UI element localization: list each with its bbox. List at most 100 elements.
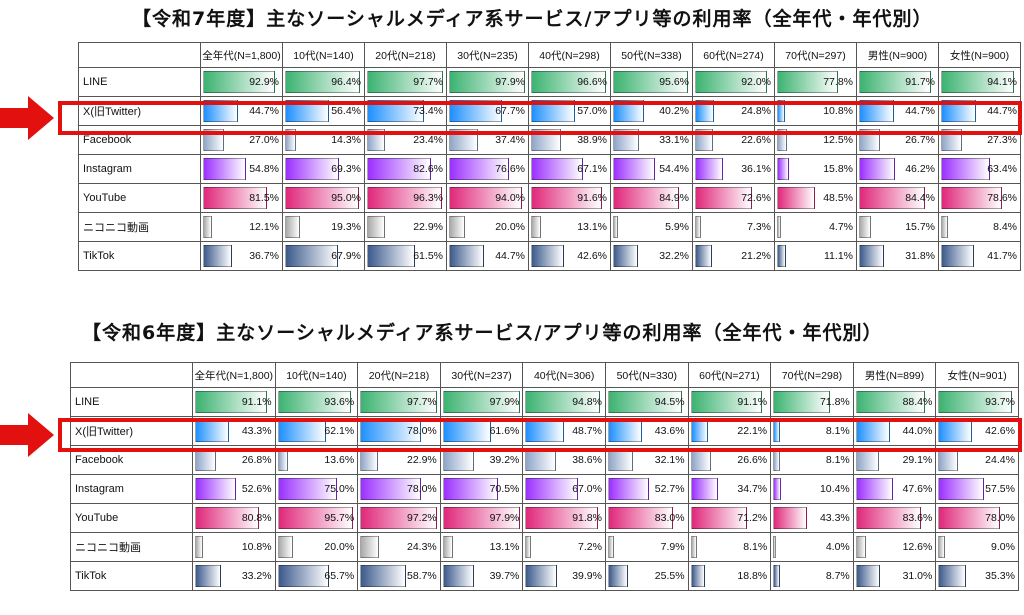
data-label: 54.8% xyxy=(249,163,279,175)
data-label: 39.9% xyxy=(572,570,602,582)
highlight-box xyxy=(58,418,1022,452)
value-cell: 4.7% xyxy=(774,212,857,242)
data-label: 44.7% xyxy=(905,105,935,117)
data-label: 97.9% xyxy=(495,76,525,88)
data-label: 67.0% xyxy=(572,483,602,495)
bar xyxy=(690,565,706,587)
bar xyxy=(613,100,645,122)
data-label: 22.6% xyxy=(741,134,771,146)
bar xyxy=(773,478,782,500)
column-header: 30代(N=237) xyxy=(439,362,524,388)
bar xyxy=(195,449,217,471)
data-label: 67.1% xyxy=(577,163,607,175)
bar xyxy=(613,187,680,209)
bar xyxy=(195,478,237,500)
data-label: 37.4% xyxy=(495,134,525,146)
row-label: TikTok xyxy=(70,561,193,591)
bar xyxy=(859,187,925,209)
value-cell: 91.1% xyxy=(687,387,772,417)
value-cell: 83.6% xyxy=(852,503,937,533)
row-label: YouTube xyxy=(78,183,201,213)
header-row: 全年代(N=1,800) 10代(N=140) 20代(N=218) 30代(N=23… xyxy=(70,362,1019,388)
data-label: 96.3% xyxy=(413,192,443,204)
row-label: Instagram xyxy=(70,474,193,504)
data-label: 14.3% xyxy=(331,134,361,146)
value-cell: 96.3% xyxy=(364,183,447,213)
data-label: 78.0% xyxy=(407,425,437,437)
bar xyxy=(607,536,615,558)
data-label: 91.6% xyxy=(577,192,607,204)
value-cell: 94.1% xyxy=(938,67,1021,97)
value-cell: 95.7% xyxy=(274,503,359,533)
value-cell: 84.9% xyxy=(610,183,693,213)
data-label: 58.7% xyxy=(407,570,437,582)
value-cell: 65.7% xyxy=(274,561,359,591)
bar xyxy=(531,158,584,180)
data-label: 97.7% xyxy=(413,76,443,88)
data-label: 8.1% xyxy=(825,425,850,437)
data-label: 22.9% xyxy=(413,221,443,233)
data-label: 94.8% xyxy=(572,396,602,408)
value-cell: 20.0% xyxy=(274,532,359,562)
data-label: 26.8% xyxy=(241,454,272,466)
value-cell: 38.9% xyxy=(528,125,611,155)
bar xyxy=(277,449,289,471)
data-label: 71.8% xyxy=(819,396,850,408)
row-label: YouTube xyxy=(70,503,193,533)
value-cell: 7.2% xyxy=(522,532,606,562)
data-label: 44.7% xyxy=(249,105,279,117)
bar xyxy=(607,478,650,500)
data-label: 40.2% xyxy=(659,105,689,117)
bar xyxy=(442,507,520,529)
bar xyxy=(613,245,639,267)
value-cell: 76.6% xyxy=(446,154,529,184)
data-label: 44.0% xyxy=(902,425,933,437)
column-header: 60代(N=271) xyxy=(687,362,772,388)
data-label: 67.7% xyxy=(495,105,525,117)
column-header: 50代(N=330) xyxy=(604,362,689,388)
data-label: 32.2% xyxy=(659,250,689,262)
bar xyxy=(777,216,781,238)
bar xyxy=(277,565,330,587)
value-cell: 47.6% xyxy=(852,474,937,504)
bar xyxy=(859,245,884,267)
bar xyxy=(531,216,542,238)
data-label: 13.1% xyxy=(577,221,607,233)
bar xyxy=(941,158,991,180)
table-row: ニコニコ動画 10.8% 20.0% 24.3% 13.1% 7.2% 7.9% 8.1% 4.… xyxy=(70,532,1019,562)
data-label: 11.1% xyxy=(824,250,853,262)
value-cell: 43.3% xyxy=(770,503,854,533)
data-label: 96.6% xyxy=(577,76,607,88)
value-cell: 31.0% xyxy=(852,561,937,591)
bar xyxy=(613,158,656,180)
data-label: 5.9% xyxy=(665,221,689,233)
bar xyxy=(531,245,565,267)
data-label: 8.4% xyxy=(993,221,1017,233)
column-header: 10代(N=140) xyxy=(274,362,359,388)
column-header: 女性(N=900) xyxy=(938,42,1021,68)
data-label: 36.1% xyxy=(741,163,771,175)
value-cell: 22.6% xyxy=(692,125,775,155)
data-label: 70.5% xyxy=(489,483,520,495)
data-label: 22.9% xyxy=(407,454,437,466)
bar xyxy=(367,158,432,180)
value-cell: 24.3% xyxy=(357,532,441,562)
data-label: 12.1% xyxy=(249,221,279,233)
data-label: 31.0% xyxy=(902,570,933,582)
value-cell: 83.0% xyxy=(604,503,689,533)
bar xyxy=(285,158,340,180)
data-label: 42.6% xyxy=(985,425,1015,437)
data-label: 23.4% xyxy=(413,134,443,146)
value-cell: 58.7% xyxy=(357,561,441,591)
data-label: 43.3% xyxy=(819,512,850,524)
bar xyxy=(360,565,407,587)
data-label: 44.7% xyxy=(987,105,1017,117)
column-header: 40代(N=298) xyxy=(528,42,611,68)
bar xyxy=(859,100,894,122)
data-label: 80.8% xyxy=(241,512,272,524)
bar xyxy=(203,158,246,180)
value-cell: 70.5% xyxy=(439,474,524,504)
data-label: 91.7% xyxy=(905,76,935,88)
column-header: 40代(N=306) xyxy=(522,362,606,388)
data-label: 94.1% xyxy=(987,76,1017,88)
